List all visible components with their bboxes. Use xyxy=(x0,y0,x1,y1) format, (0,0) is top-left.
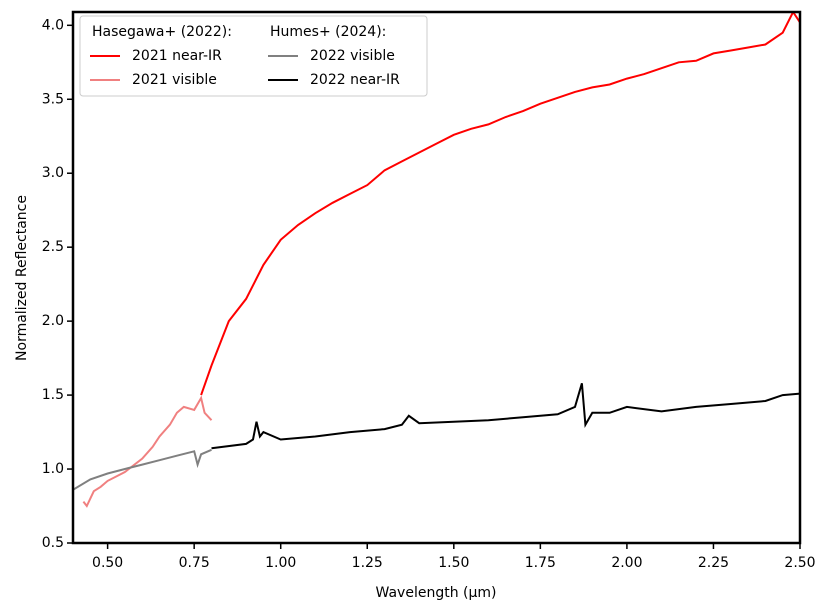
legend-title: Humes+ (2024): xyxy=(270,24,386,40)
x-tick-label: 2.25 xyxy=(698,555,729,571)
x-tick-label: 1.00 xyxy=(265,555,296,571)
x-tick-label: 2.50 xyxy=(784,555,815,571)
y-tick-label: 3.0 xyxy=(42,165,64,181)
series-line xyxy=(73,448,212,491)
x-tick-label: 1.25 xyxy=(352,555,383,571)
x-tick-label: 1.75 xyxy=(525,555,556,571)
y-tick-label: 3.5 xyxy=(42,91,64,107)
x-tick-label: 0.50 xyxy=(92,555,123,571)
legend-label: 2021 near-IR xyxy=(132,48,222,64)
y-tick-label: 1.5 xyxy=(42,387,64,403)
legend-title: Hasegawa+ (2022): xyxy=(92,24,232,40)
legend-label: 2022 near-IR xyxy=(310,72,400,88)
series-line xyxy=(200,12,800,396)
legend-box xyxy=(79,15,428,97)
x-tick-label: 1.50 xyxy=(438,555,469,571)
series-line xyxy=(82,395,213,508)
plot-frame xyxy=(71,10,802,545)
x-tick-label: 2.00 xyxy=(611,555,642,571)
y-tick-label: 4.0 xyxy=(42,17,64,33)
y-axis-label: Normalized Reflectance xyxy=(14,195,30,361)
legend-label: 2022 visible xyxy=(310,48,395,64)
series-line xyxy=(211,383,800,450)
y-tick-label: 2.5 xyxy=(42,239,64,255)
legend-label: 2021 visible xyxy=(132,72,217,88)
y-tick-label: 2.0 xyxy=(42,313,64,329)
x-axis-label: Wavelength (μm) xyxy=(376,585,497,601)
x-tick-label: 0.75 xyxy=(179,555,210,571)
y-tick-label: 1.0 xyxy=(42,461,64,477)
y-tick-label: 0.5 xyxy=(42,535,64,551)
